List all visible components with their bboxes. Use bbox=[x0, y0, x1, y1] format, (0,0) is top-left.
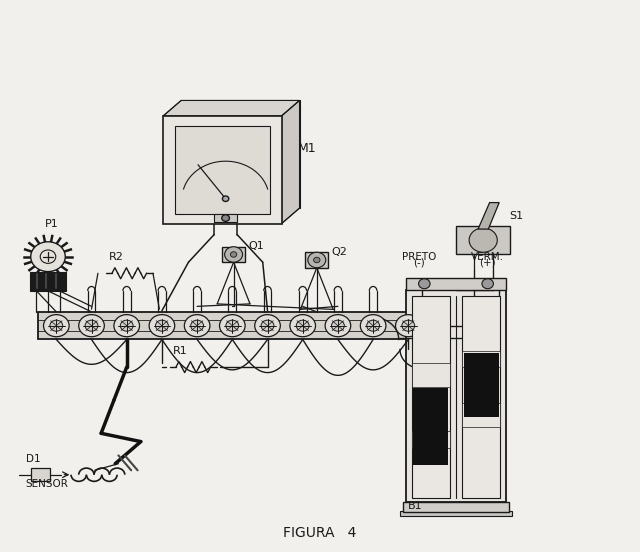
Bar bbox=[462, 403, 500, 427]
Bar bbox=[406, 290, 506, 502]
Text: (-): (-) bbox=[413, 258, 425, 268]
Polygon shape bbox=[163, 100, 300, 116]
Text: P1: P1 bbox=[45, 219, 58, 229]
Circle shape bbox=[290, 315, 316, 337]
Text: D1: D1 bbox=[26, 454, 40, 464]
Polygon shape bbox=[175, 126, 270, 214]
Text: PRETO: PRETO bbox=[402, 252, 436, 262]
Circle shape bbox=[396, 315, 421, 337]
Polygon shape bbox=[282, 100, 300, 224]
Text: (+): (+) bbox=[479, 258, 496, 268]
Bar bbox=[31, 468, 50, 481]
Bar bbox=[400, 511, 512, 516]
Bar bbox=[464, 353, 499, 417]
Circle shape bbox=[120, 320, 133, 331]
Circle shape bbox=[469, 228, 497, 252]
Bar bbox=[406, 278, 506, 290]
Circle shape bbox=[223, 196, 229, 201]
Circle shape bbox=[191, 320, 204, 331]
Text: VERM.: VERM. bbox=[471, 252, 504, 262]
Bar bbox=[31, 272, 65, 291]
Text: Q2: Q2 bbox=[332, 247, 348, 257]
Bar bbox=[412, 363, 450, 387]
Bar bbox=[462, 296, 500, 498]
Circle shape bbox=[222, 215, 230, 221]
Circle shape bbox=[419, 279, 430, 289]
Bar bbox=[305, 252, 328, 268]
Circle shape bbox=[184, 315, 210, 337]
Circle shape bbox=[230, 252, 237, 257]
Circle shape bbox=[482, 279, 493, 289]
Circle shape bbox=[114, 315, 140, 337]
Circle shape bbox=[402, 320, 415, 331]
Bar bbox=[412, 432, 450, 448]
Circle shape bbox=[79, 315, 104, 337]
Circle shape bbox=[156, 320, 168, 331]
Circle shape bbox=[85, 320, 98, 331]
Text: R2: R2 bbox=[109, 252, 124, 262]
Text: SENSOR: SENSOR bbox=[26, 479, 68, 489]
Circle shape bbox=[360, 315, 386, 337]
Text: FIGURA   4: FIGURA 4 bbox=[284, 526, 356, 540]
Circle shape bbox=[225, 247, 243, 262]
Bar bbox=[456, 226, 510, 254]
Bar bbox=[214, 214, 237, 222]
Circle shape bbox=[220, 315, 245, 337]
Circle shape bbox=[261, 320, 274, 331]
Text: M1: M1 bbox=[298, 141, 316, 155]
Circle shape bbox=[44, 315, 69, 337]
Text: S1: S1 bbox=[509, 211, 523, 221]
Polygon shape bbox=[163, 116, 282, 224]
Circle shape bbox=[325, 315, 351, 337]
Circle shape bbox=[314, 257, 320, 263]
Circle shape bbox=[332, 320, 344, 331]
Text: Q1: Q1 bbox=[248, 241, 264, 251]
Bar bbox=[222, 247, 245, 262]
Bar bbox=[412, 296, 450, 498]
Bar bbox=[462, 351, 500, 367]
Circle shape bbox=[255, 315, 280, 337]
Circle shape bbox=[149, 315, 175, 337]
Circle shape bbox=[31, 242, 65, 272]
Circle shape bbox=[296, 320, 309, 331]
Circle shape bbox=[226, 320, 239, 331]
Bar bbox=[38, 312, 422, 339]
Circle shape bbox=[367, 320, 380, 331]
Polygon shape bbox=[478, 203, 499, 229]
Bar bbox=[403, 502, 509, 512]
Text: B1: B1 bbox=[408, 501, 423, 511]
Polygon shape bbox=[181, 100, 300, 208]
Circle shape bbox=[308, 252, 326, 268]
Text: R1: R1 bbox=[173, 346, 188, 356]
Circle shape bbox=[50, 320, 63, 331]
Bar bbox=[413, 388, 448, 465]
